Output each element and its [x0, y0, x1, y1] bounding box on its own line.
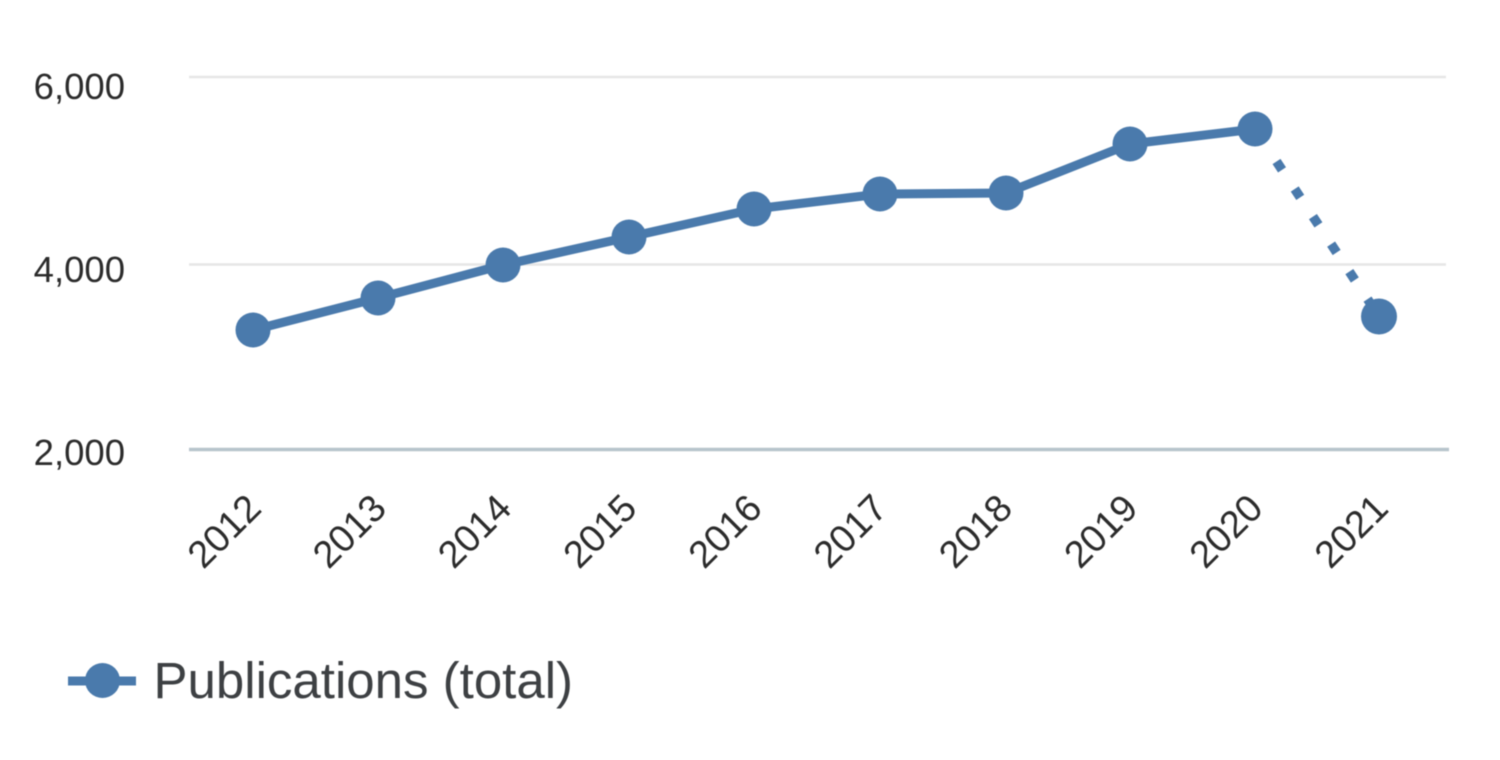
svg-text:2015: 2015 — [556, 487, 645, 576]
svg-text:2019: 2019 — [1057, 487, 1146, 576]
svg-text:2016: 2016 — [681, 487, 770, 576]
svg-text:2,000: 2,000 — [34, 432, 125, 473]
svg-text:4,000: 4,000 — [34, 249, 125, 290]
svg-text:2014: 2014 — [430, 487, 519, 576]
svg-text:2018: 2018 — [931, 487, 1020, 576]
svg-text:Publications (total): Publications (total) — [154, 652, 574, 709]
svg-text:6,000: 6,000 — [34, 66, 125, 107]
svg-text:2012: 2012 — [180, 487, 269, 576]
svg-text:2017: 2017 — [806, 487, 895, 576]
svg-text:2020: 2020 — [1182, 487, 1271, 576]
svg-text:2021: 2021 — [1307, 487, 1396, 576]
svg-text:2013: 2013 — [305, 487, 394, 576]
